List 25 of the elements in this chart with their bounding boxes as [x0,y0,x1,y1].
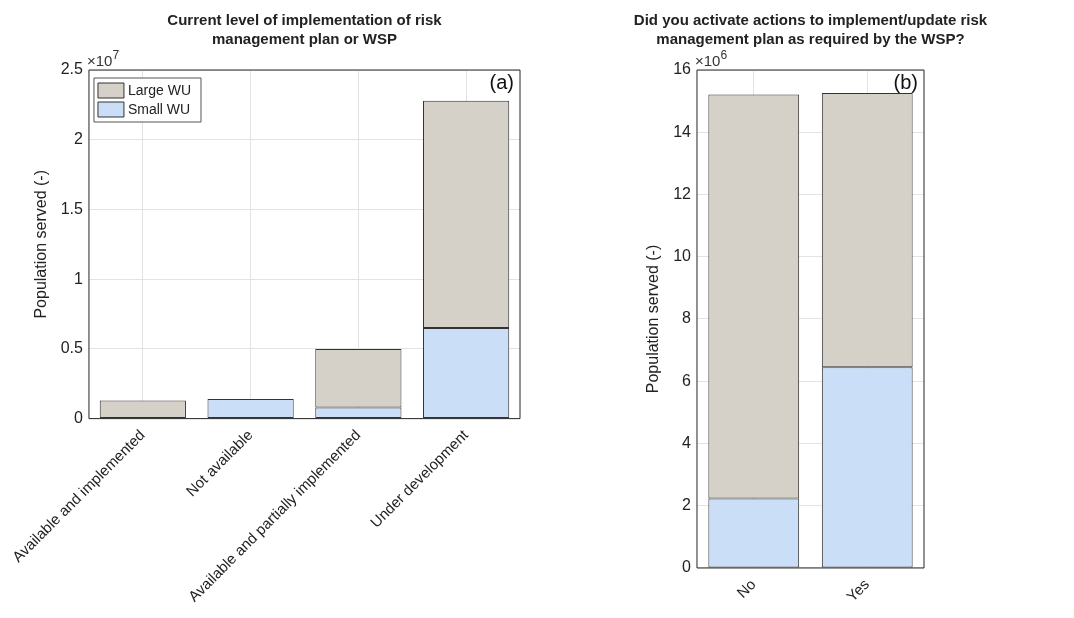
y-tick-label: 0 [682,558,692,576]
y-tick-label: 16 [673,60,692,78]
annotation: (a) [489,71,514,93]
y-tick-label: 1.5 [60,199,84,217]
legend-label: Large WU [127,81,191,98]
chart-title: Did you activate actions to implement/update risk management plan as required by the WSP? [633,11,988,47]
y-tick-label: 4 [682,433,692,451]
y-tick-label: 2 [682,496,692,514]
y-tick-label: 2 [74,130,84,148]
y-tick-label: 6 [682,371,692,389]
y-tick-label: 0.5 [60,339,84,357]
y-tick-label: 2.5 [60,60,84,78]
y-tick-label: 14 [673,122,692,140]
y-tick-label: 10 [673,247,692,265]
x-tick-label: No [733,575,759,601]
annotation: (b) [893,71,918,93]
x-tick-label: Yes [842,575,873,605]
y-tick-label: 8 [682,309,692,327]
y-tick-label: 0 [74,409,84,427]
y-tick-label: 1 [74,269,84,287]
chart-title: Current level of implementation of risk management plan or WSP [167,11,443,47]
y-tick-label: 12 [673,184,692,202]
legend-label: Small WU [127,100,191,117]
y-axis-title: Population served (-) [31,170,49,319]
y-axis-title: Population served (-) [644,244,662,394]
